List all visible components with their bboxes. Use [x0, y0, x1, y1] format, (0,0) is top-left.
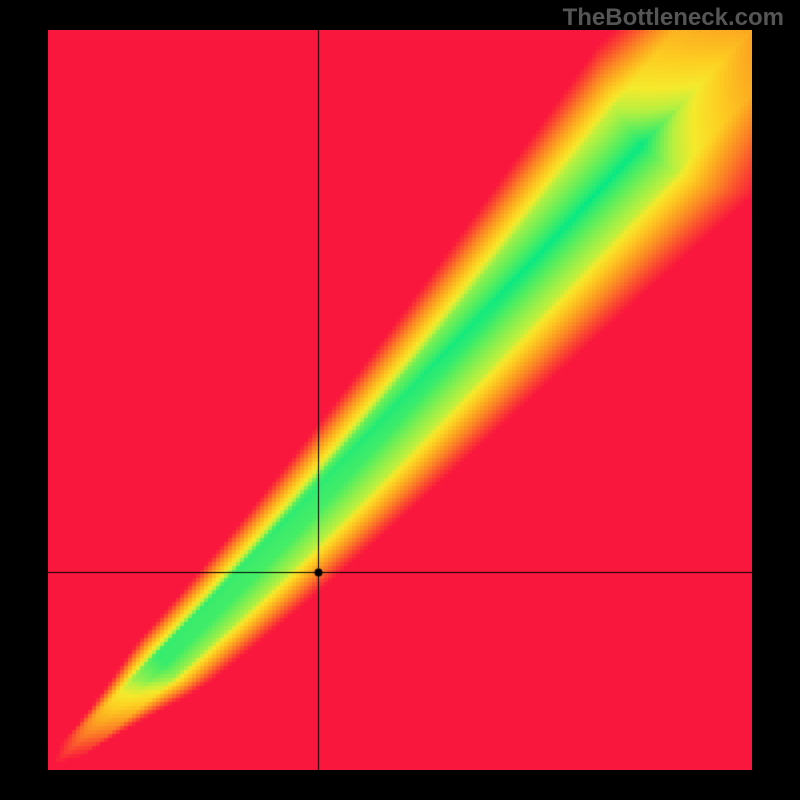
watermark-text: TheBottleneck.com [563, 4, 784, 32]
chart-container: TheBottleneck.com [0, 0, 800, 800]
bottleneck-heatmap-canvas [48, 30, 752, 770]
